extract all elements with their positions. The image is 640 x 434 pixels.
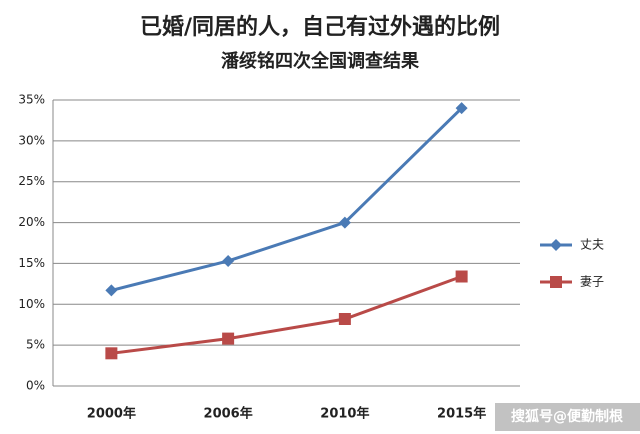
data-point: [222, 254, 235, 267]
y-tick-label: 15%: [18, 256, 45, 270]
data-point: [105, 347, 118, 360]
x-tick-label: 2000年: [87, 406, 136, 422]
data-point: [455, 270, 468, 283]
y-tick-label: 5%: [26, 338, 45, 352]
chart-title: 已婚/同居的人，自己有过外遇的比例: [140, 14, 500, 40]
x-tick-label: 2015年: [437, 406, 486, 422]
legend-marker: [550, 239, 562, 251]
data-point: [338, 216, 351, 229]
x-tick-label: 2006年: [204, 406, 253, 422]
y-tick-label: 30%: [18, 133, 45, 147]
watermark-bg: [495, 403, 640, 431]
y-tick-label: 20%: [18, 215, 45, 229]
data-point: [455, 102, 468, 115]
x-tick-label: 2010年: [320, 406, 369, 422]
series-line: [111, 275, 463, 355]
chart-subtitle: 潘绥铭四次全国调查结果: [221, 50, 420, 72]
legend-marker: [550, 276, 562, 288]
y-tick-label: 10%: [18, 297, 45, 311]
y-tick-label: 0%: [26, 379, 45, 393]
legend-label: 妻子: [580, 275, 604, 289]
series-line: [111, 107, 463, 292]
y-tick-label: 35%: [18, 93, 45, 107]
watermark: 搜狐号@便勤制根: [511, 408, 624, 425]
y-tick-label: 25%: [18, 174, 45, 188]
legend-label: 丈夫: [580, 238, 604, 252]
data-point: [338, 312, 351, 325]
data-point: [105, 284, 118, 297]
data-point: [222, 332, 235, 345]
